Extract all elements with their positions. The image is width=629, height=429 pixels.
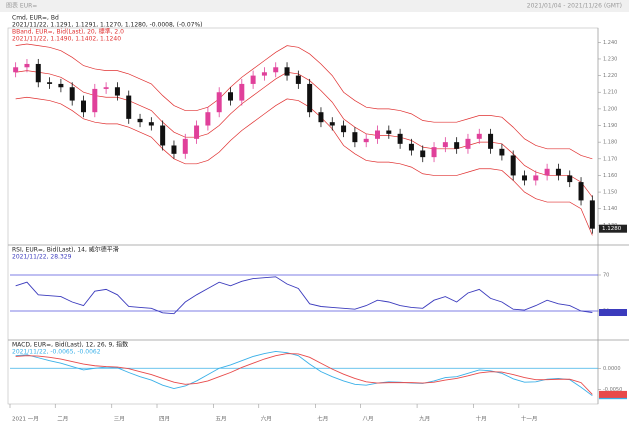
last-value-box xyxy=(599,390,627,398)
candle-body xyxy=(522,175,527,181)
candle-body xyxy=(58,83,64,88)
candle-body xyxy=(476,133,482,139)
legend-text: 2021/11/22, 1.1490, 1.1402, 1.1240 xyxy=(12,36,121,43)
candle-body xyxy=(205,112,211,126)
x-tick-label: 六月 xyxy=(261,415,272,423)
y-tick-label: 1.160 xyxy=(603,173,617,179)
candle-body xyxy=(397,133,403,144)
candle-body xyxy=(420,150,426,158)
candle-body xyxy=(126,95,132,119)
candle-body xyxy=(499,148,505,156)
candle-body xyxy=(160,125,166,146)
x-tick-label: 十月 xyxy=(476,415,487,423)
x-tick-label: 2021 一月 xyxy=(12,416,39,423)
indicator-line xyxy=(15,276,593,315)
x-tick-label: 十一月 xyxy=(521,415,538,423)
candle-body xyxy=(24,63,30,68)
last-price-box xyxy=(599,224,627,233)
last-price-label: 1.1280 xyxy=(602,226,622,232)
x-tick-label: 七月 xyxy=(317,415,328,423)
candle-body xyxy=(47,82,53,84)
candle-body xyxy=(103,87,109,89)
candle-body xyxy=(465,138,471,149)
y-tick-label: 0.0000 xyxy=(603,366,621,372)
candle-body xyxy=(589,200,595,229)
candle-body xyxy=(261,72,267,76)
y-tick-label: 1.180 xyxy=(603,140,617,146)
candle-body xyxy=(352,132,358,143)
window-title: 图表 EUR= xyxy=(6,2,37,10)
candle-body xyxy=(216,92,222,113)
candle-body xyxy=(341,125,347,133)
y-tick-label: 1.240 xyxy=(603,40,617,46)
candle-body xyxy=(408,143,414,151)
candle-body xyxy=(454,142,460,149)
legend-text: Cmd, EUR=, Bd xyxy=(12,15,59,22)
candle-body xyxy=(171,145,177,154)
x-tick-label: 八月 xyxy=(363,416,374,423)
candle-body xyxy=(544,168,550,176)
candle-body xyxy=(431,147,437,158)
y-tick-label: 1.220 xyxy=(603,73,617,79)
candle-body xyxy=(114,87,120,96)
y-tick-label: 1.200 xyxy=(603,106,617,112)
indicator-line xyxy=(15,353,593,395)
candle-body xyxy=(137,118,143,123)
candle-body xyxy=(442,142,448,148)
bollinger-upper xyxy=(15,43,593,160)
candle-body xyxy=(284,67,290,76)
candle-body xyxy=(555,168,561,176)
legend-text: RSI, EUR=, Bid(Last), 14, 威尔德平滑 xyxy=(12,246,119,254)
candle-body xyxy=(35,63,41,83)
legend-text: 2021/11/22, 1.1291, 1.1291, 1.1270, 1.12… xyxy=(12,22,203,29)
y-tick-label: 1.170 xyxy=(603,156,617,162)
candle-body xyxy=(92,88,98,113)
legend-text: BBand, EUR=, Bid(Last), 20, 標準, 2.0 xyxy=(12,28,124,36)
candle-body xyxy=(329,122,335,126)
last-value-box xyxy=(599,309,627,317)
candle-body xyxy=(239,83,245,101)
x-tick-label: 二月 xyxy=(57,416,68,423)
candle-body xyxy=(273,67,279,73)
bollinger-lower xyxy=(15,96,593,236)
x-tick-label: 九月 xyxy=(419,415,430,423)
candle-body xyxy=(81,100,86,113)
title-bar xyxy=(0,0,629,12)
candle-body xyxy=(148,122,154,126)
candle-body xyxy=(13,67,19,73)
y-tick-label: 1.190 xyxy=(603,123,617,129)
x-tick-label: 四月 xyxy=(159,416,170,423)
y-tick-label: -0.0050 xyxy=(603,387,622,393)
candle-body xyxy=(578,182,584,201)
candle-body xyxy=(194,125,200,139)
y-tick-label: 70 xyxy=(603,273,609,279)
candle-body xyxy=(295,75,301,84)
candle-body xyxy=(375,130,380,139)
candle-body xyxy=(228,92,233,101)
candle-body xyxy=(363,138,369,143)
candle-body xyxy=(567,175,573,183)
legend-text: 2021/11/22, -0.0065, -0.0062 xyxy=(12,349,101,356)
candle-body xyxy=(488,133,494,149)
x-tick-label: 三月 xyxy=(114,416,125,423)
candle-body xyxy=(318,112,324,123)
y-tick-label: 1.140 xyxy=(603,206,617,212)
y-tick-label: 1.230 xyxy=(603,56,617,62)
y-tick-label: 1.210 xyxy=(603,90,617,96)
candle-body xyxy=(510,155,516,176)
candle-body xyxy=(69,87,75,101)
bollinger-middle xyxy=(15,70,593,198)
date-range: 2021/01/04 - 2021/11/26 (GMT) xyxy=(527,3,622,10)
candle-body xyxy=(307,83,313,113)
x-tick-label: 五月 xyxy=(216,416,227,423)
candle-body xyxy=(533,175,539,181)
candle-body xyxy=(250,75,256,84)
legend-text: 2021/11/22, 28.329 xyxy=(12,254,72,261)
candle-body xyxy=(386,130,392,134)
candle-body xyxy=(182,138,188,154)
legend-text: MACD, EUR=, Bid(Last), 12, 26, 9, 指数 xyxy=(12,341,128,349)
y-tick-label: 1.150 xyxy=(603,190,617,196)
